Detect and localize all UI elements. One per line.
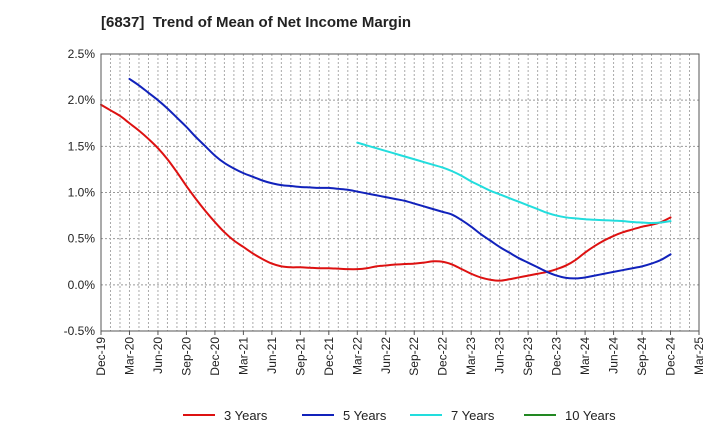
chart-title: [6837] Trend of Mean of Net Income Margi… [101,14,412,31]
x-tick-label: Sep-20 [179,337,193,376]
y-tick-label: -0.5% [64,324,96,338]
x-tick-label: Dec-19 [94,337,108,376]
plot-area [101,54,699,331]
x-tick-label: Dec-24 [664,337,678,376]
x-tick-label: Jun-22 [379,337,393,374]
legend-item-3-years: 3 Years [183,408,268,423]
x-tick-label: Dec-21 [322,337,336,376]
x-tick-label: Sep-21 [293,337,307,376]
legend-label: 5 Years [343,408,387,423]
legend-label: 7 Years [451,408,495,423]
plot-frame [100,53,700,332]
y-tick-label: 0.5% [68,232,96,246]
x-tick-label: Dec-23 [550,337,564,376]
legend-item-5-years: 5 Years [302,408,387,423]
y-tick-label: 2.5% [68,47,96,61]
x-tick-label: Jun-24 [607,337,621,374]
legend-label: 10 Years [565,408,616,423]
series-line-3-years [100,103,672,282]
y-tick-label: 0.0% [68,278,96,292]
y-axis-tick-labels: 2.5% 2.0% 1.5% 1.0% 0.5% 0.0% -0.5% [64,47,96,338]
x-tick-label: Sep-24 [635,337,649,376]
x-tick-label: Jun-23 [493,337,507,374]
x-tick-label: Jun-21 [265,337,279,374]
y-tick-label: 1.0% [68,186,96,200]
legend: 3 Years 5 Years 7 Years 10 Years [183,408,616,423]
x-axis-tick-labels: Dec-19 Mar-20 Jun-20 Sep-20 Dec-20 Mar-21 Jun-… [94,331,706,376]
series-line-5-years [128,77,672,280]
series-line-7-years [356,141,672,224]
x-tick-label: Jun-20 [151,337,165,374]
x-tick-label: Dec-22 [436,337,450,376]
x-tick-label: Sep-23 [521,337,535,376]
series-lines [100,77,672,282]
y-tick-label: 1.5% [68,139,96,153]
x-tick-label: Mar-23 [464,337,478,375]
x-tick-label: Mar-20 [122,337,136,375]
x-tick-label: Mar-24 [578,337,592,375]
x-tick-label: Dec-20 [208,337,222,376]
legend-item-7-years: 7 Years [410,408,495,423]
legend-item-10-years: 10 Years [524,408,616,423]
x-tick-label: Mar-21 [236,337,250,375]
x-tick-label: Mar-25 [692,337,706,375]
x-tick-label: Sep-22 [407,337,421,376]
y-tick-label: 2.0% [68,93,96,107]
x-tick-label: Mar-22 [350,337,364,375]
legend-label: 3 Years [224,408,268,423]
